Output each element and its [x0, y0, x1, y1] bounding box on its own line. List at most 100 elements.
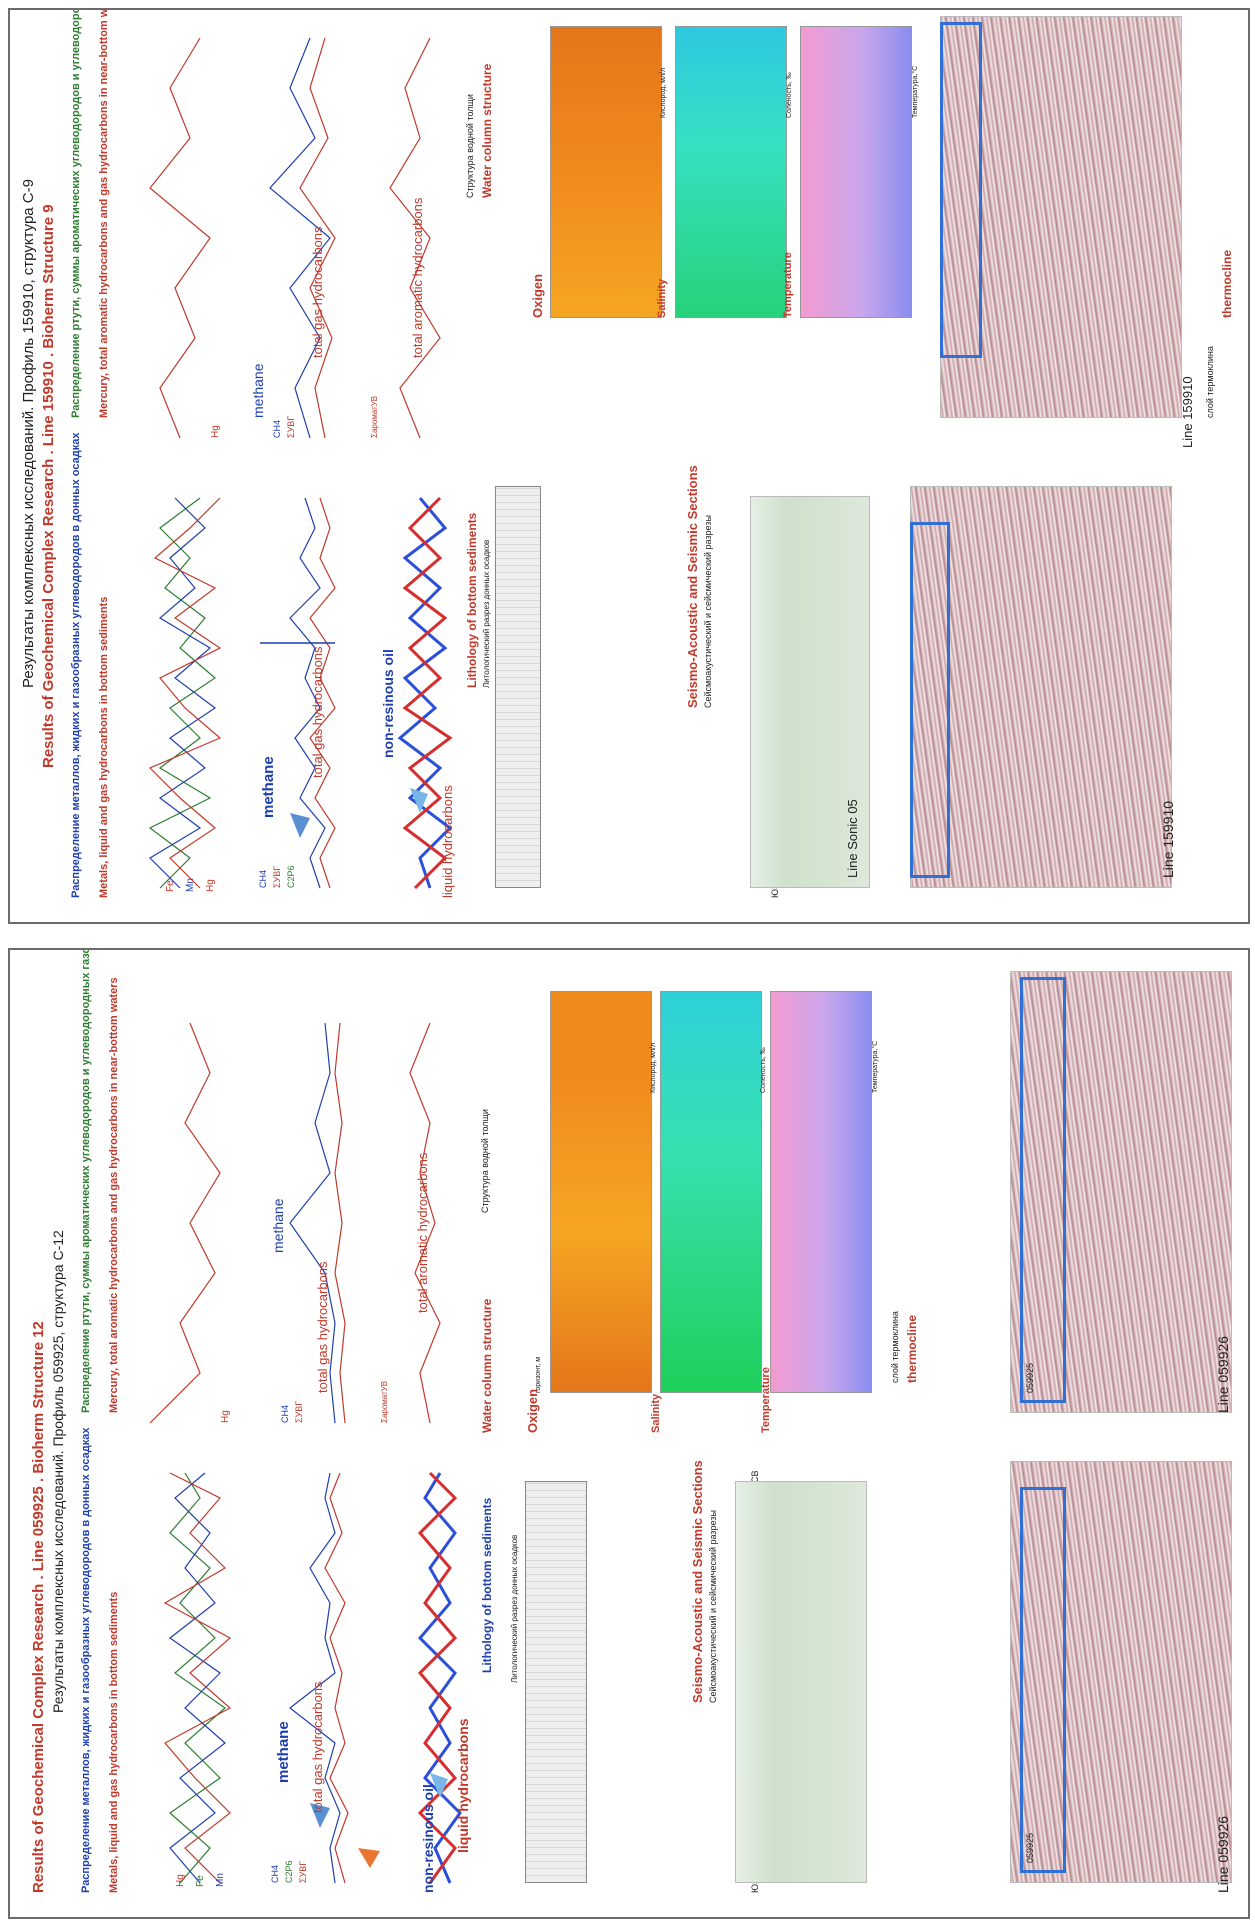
- right-subtitle-ru: Распределение ртути, суммы ароматических…: [80, 948, 92, 1413]
- temp-axis-ru: Температура,°С: [872, 1040, 879, 1093]
- left-subtitle-ru: Распределение металлов, жидких и газообр…: [80, 1427, 92, 1893]
- wc-title-en: Water column structure: [480, 63, 494, 198]
- oxygen-section: [550, 991, 652, 1393]
- highlight-box-left: [1020, 1487, 1066, 1873]
- temp-axis-ru: Температура,°С: [912, 65, 919, 118]
- right-arom-sym: ΣароматУВ: [380, 1380, 389, 1423]
- lithology-column: [525, 1481, 587, 1883]
- oxygen-section: [550, 26, 662, 318]
- right-methane-label: methane: [250, 363, 266, 418]
- thermocline-en: thermocline: [1220, 249, 1234, 318]
- sonic-line-label: Line Sonic 05: [845, 799, 860, 878]
- right-hg-label: Hg: [220, 1410, 231, 1423]
- thermocline-en: thermocline: [905, 1314, 919, 1383]
- seismoacoustic-section: [735, 1481, 867, 1883]
- right-subtitle-ru: Распределение ртути, суммы ароматических…: [70, 8, 82, 418]
- salinity-axis-ru: Соленость, ‰: [760, 1047, 767, 1093]
- total-gas-label: total gas hydrocarbons: [310, 1681, 325, 1813]
- highlight-box-right: [940, 22, 982, 358]
- gas-label-sum: ΣУВГ: [298, 1860, 308, 1883]
- gas-label-sum: ΣУВГ: [272, 865, 282, 888]
- oxygen-label: Oxigen: [530, 273, 545, 318]
- liquid-chart: [397, 496, 453, 890]
- metal-label-fe: Fe: [195, 1875, 206, 1887]
- oxygen-label: Oxigen: [525, 1388, 540, 1433]
- seismic-title-en: Seismo-Acoustic and Seismic Sections: [685, 465, 700, 708]
- title-en: Results of Geochemical Complex Research …: [40, 204, 57, 768]
- temperature-section: [770, 991, 872, 1393]
- right-sumgas-label: ΣУВГ: [286, 415, 296, 438]
- right-subtitle-en: Mercury, total aromatic hydrocarbons and…: [98, 8, 110, 418]
- metals-chart: [148, 497, 222, 889]
- total-gas-label: total gas hydrocarbons: [310, 646, 325, 778]
- non-resinous-arrow: [430, 1773, 448, 1798]
- temperature-label: Temperature: [782, 252, 794, 318]
- non-resinous-label: non-resinous oil: [420, 1784, 436, 1893]
- right-methane-label: methane: [270, 1198, 286, 1253]
- liquid-label: liquid hydrocarbons: [455, 1718, 471, 1853]
- right-total-gas: total gas hydrocarbons: [310, 226, 325, 358]
- highlight-box-right: [1020, 977, 1066, 1403]
- seis-line-label-left: Line 159910: [1160, 800, 1176, 878]
- wc-title-en: Water column structure: [480, 1298, 494, 1433]
- seismic-title-ru: Сейсмоакустический и сейсмический разрез…: [703, 515, 713, 708]
- left-subtitle-ru: Распределение металлов, жидких и газообр…: [70, 432, 82, 898]
- seis-line-label-right: Line 059926: [1215, 1335, 1231, 1413]
- salinity-axis-ru: Соленость, ‰: [786, 72, 793, 118]
- metal-label-mn: Mn: [185, 878, 196, 892]
- metal-label-mn: Mn: [215, 1873, 226, 1887]
- methane-label: methane: [260, 756, 277, 818]
- right-subtitle-en: Mercury, total aromatic hydrocarbons and…: [108, 977, 120, 1413]
- line-tag-left: 059925: [1025, 1832, 1035, 1863]
- lithology-ru: Литологический разрез донных осадков: [482, 539, 491, 688]
- salinity-section: [660, 991, 762, 1393]
- left-subtitle-en: Metals, liquid and gas hydrocarbons in b…: [108, 1591, 120, 1893]
- lithology-en: Lithology of bottom sediments: [480, 1497, 494, 1673]
- oxygen-axis-ru: Кислород, мл/л: [660, 67, 667, 118]
- right-ch4-label: CH4: [272, 419, 282, 438]
- salinity-label: Salinity: [656, 278, 668, 318]
- temperature-label: Temperature: [760, 1367, 772, 1433]
- gas-label-c2p6: C2P6: [284, 1860, 294, 1883]
- metal-label-hg: Hg: [205, 879, 216, 892]
- wc-title-ru: Структура водной толщи: [465, 94, 475, 198]
- right-total-arom: total aromatic hydrocarbons: [415, 1152, 430, 1313]
- rotated-content: Результаты комплексных исследований. Про…: [10, 10, 1244, 918]
- rotated-content: Results of Geochemical Complex Research …: [10, 950, 1244, 1913]
- right-hg-label: Hg: [210, 425, 221, 438]
- right-profile-charts: [149, 37, 441, 439]
- title-en: Results of Geochemical Complex Research …: [30, 1321, 47, 1893]
- methane-arrow: [290, 813, 310, 838]
- left-profile-charts: [148, 496, 453, 890]
- horizon-label: горизонт, м: [535, 1356, 542, 1393]
- line-tag-right: 059925: [1025, 1362, 1035, 1393]
- methane-label: methane: [275, 1721, 292, 1783]
- salinity-label: Salinity: [650, 1393, 662, 1433]
- right-sumgas-label: ΣУВГ: [294, 1400, 304, 1423]
- total-gas-arrow: [358, 1848, 380, 1868]
- gas-label-ch4: CH4: [270, 1864, 280, 1883]
- seis-line-label-right: Line 159910: [1180, 376, 1195, 448]
- title-ru: Результаты комплексных исследований. Про…: [50, 1230, 66, 1713]
- wc-title-ru: Структура водной толщи: [480, 1109, 490, 1213]
- right-total-gas: total gas hydrocarbons: [315, 1261, 330, 1393]
- non-resinous-label: non-resinous oil: [380, 649, 396, 758]
- salinity-section: [675, 26, 787, 318]
- left-subtitle-en: Metals, liquid and gas hydrocarbons in b…: [98, 596, 110, 898]
- thermocline-ru: слой термоклина: [1205, 346, 1215, 418]
- lithology-en: Lithology of bottom sediments: [465, 512, 479, 688]
- methane-arrow: [310, 1803, 330, 1828]
- seismic-title-en: Seismo-Acoustic and Seismic Sections: [690, 1460, 705, 1703]
- gas-chart: [260, 497, 336, 889]
- liquid-label: liquid hydrocarbons: [440, 785, 455, 898]
- oxygen-axis-ru: Кислород, мл/л: [650, 1042, 657, 1093]
- right-profile-charts: [149, 1022, 441, 1424]
- seis-line-label-left: Line 059926: [1215, 1815, 1231, 1893]
- metal-label-hg: Hg: [175, 1874, 186, 1887]
- seismic-title-ru: Сейсмоакустический и сейсмический разрез…: [708, 1510, 718, 1703]
- thermocline-ru: слой термоклина: [890, 1311, 900, 1383]
- right-total-arom: total aromatic hydrocarbons: [410, 197, 425, 358]
- temperature-section: [800, 26, 912, 318]
- non-resinous-arrow: [410, 788, 428, 813]
- right-ch4-label: CH4: [280, 1404, 290, 1423]
